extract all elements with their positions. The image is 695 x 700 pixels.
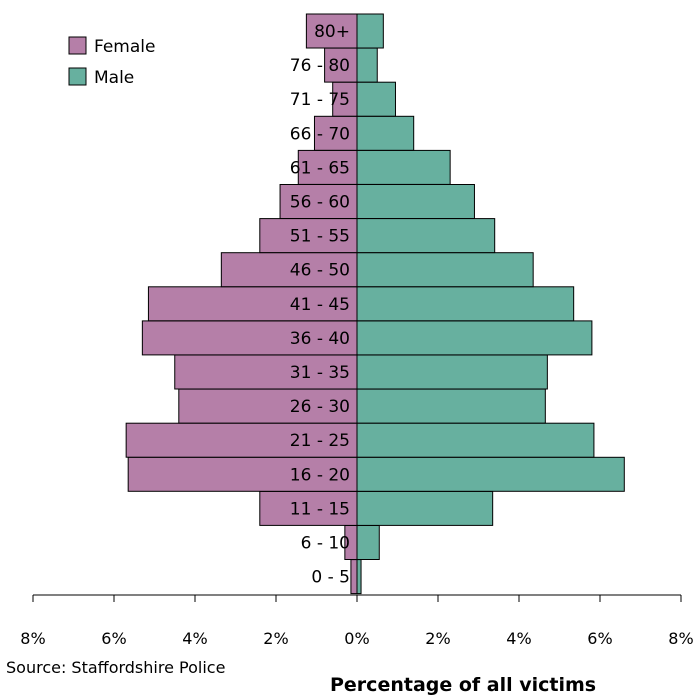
male-bar xyxy=(356,286,575,322)
x-tick-label: 6% xyxy=(587,629,612,648)
male-bar xyxy=(356,456,625,492)
female-bar xyxy=(141,320,358,356)
male-bar xyxy=(356,47,378,83)
category-label: 61 - 65 xyxy=(290,158,350,178)
category-label: 51 - 55 xyxy=(290,227,350,247)
female-bar xyxy=(220,252,358,288)
male-bar xyxy=(356,184,475,219)
legend-female-swatch xyxy=(68,36,87,55)
category-label: 80+ xyxy=(314,22,350,42)
category-label: 66 - 70 xyxy=(290,124,350,144)
male-bar xyxy=(356,388,546,424)
category-label: 41 - 45 xyxy=(290,295,350,315)
female-bar xyxy=(350,559,358,595)
female-bar xyxy=(305,13,358,49)
category-label: 16 - 20 xyxy=(290,465,350,485)
x-tick-label: 4% xyxy=(506,629,531,648)
x-tick-label: 8% xyxy=(20,629,45,648)
male-bar xyxy=(356,252,534,288)
x-tick-label: 4% xyxy=(182,629,207,648)
category-label: 36 - 40 xyxy=(290,329,350,349)
category-label: 76 - 80 xyxy=(290,56,350,76)
category-label: 46 - 50 xyxy=(290,261,350,281)
legend: Female Male xyxy=(68,36,155,88)
category-label: 56 - 60 xyxy=(290,193,350,213)
category-label: 0 - 5 xyxy=(311,568,350,588)
x-tick-label: 2% xyxy=(263,629,288,648)
category-label: 11 - 15 xyxy=(290,499,350,519)
male-bar xyxy=(356,320,593,356)
x-tick-label: 0% xyxy=(344,629,369,648)
male-bar xyxy=(356,81,396,117)
legend-male-swatch xyxy=(68,67,87,86)
category-label: 31 - 35 xyxy=(290,363,350,383)
x-axis: 8% 6% 4% 2% 0% 2% 4% 6% 8% xyxy=(20,594,694,648)
x-tick-label: 6% xyxy=(101,629,126,648)
male-bar xyxy=(356,525,380,560)
category-label: 6 - 10 xyxy=(301,534,350,554)
female-bar xyxy=(259,490,358,526)
male-bar xyxy=(356,354,548,390)
x-axis-title: Percentage of all victims xyxy=(330,674,597,696)
female-bar xyxy=(178,388,358,424)
category-label: 71 - 75 xyxy=(290,90,350,110)
source-note: Source: Staffordshire Police xyxy=(6,658,226,677)
x-tick-label: 8% xyxy=(668,629,693,648)
male-bar xyxy=(356,149,451,185)
legend-female-label: Female xyxy=(94,37,155,57)
male-bar xyxy=(356,13,384,49)
female-bar xyxy=(297,149,358,185)
male-bar xyxy=(356,422,595,458)
male-bar xyxy=(356,115,415,151)
category-label: 26 - 30 xyxy=(290,397,350,417)
legend-male-label: Male xyxy=(94,68,134,88)
female-bar xyxy=(313,115,358,151)
category-labels: 0 - 5 6 - 10 11 - 15 16 - 20 21 - 25 26 - 30 3… xyxy=(290,22,350,588)
female-bar xyxy=(259,218,358,254)
male-bar xyxy=(356,490,494,526)
female-bar xyxy=(125,422,358,458)
male-bar xyxy=(356,218,496,254)
x-tick-label: 2% xyxy=(425,629,450,648)
bars-group xyxy=(125,13,625,595)
female-bar xyxy=(332,81,358,117)
female-bar xyxy=(174,354,358,390)
category-label: 21 - 25 xyxy=(290,431,350,451)
male-bar xyxy=(356,559,362,595)
